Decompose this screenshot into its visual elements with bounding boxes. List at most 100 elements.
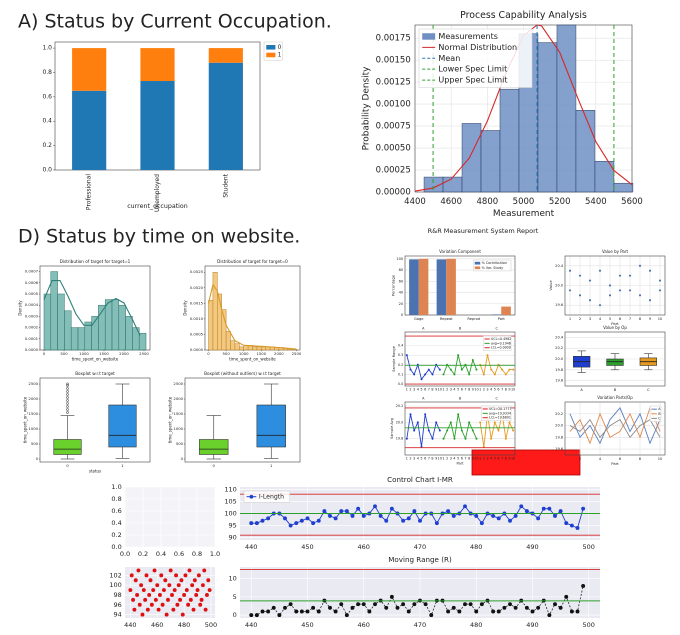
point <box>638 294 642 297</box>
histogram-bar <box>50 271 58 351</box>
x-axis-label: Part <box>456 462 464 466</box>
y-tick-label: 98 <box>113 591 121 599</box>
point <box>508 602 512 607</box>
x-tick-label: 3 <box>486 388 488 392</box>
x-axis-label: Measurement <box>493 209 555 219</box>
x-tick-label: 8 <box>505 457 507 461</box>
group-label: B <box>459 396 462 400</box>
point <box>171 607 176 612</box>
point <box>339 602 344 607</box>
point <box>598 269 602 272</box>
y-tick-label: 0.0 <box>42 167 52 174</box>
x-tick-label: 460 <box>358 621 370 629</box>
outlier <box>66 393 69 396</box>
x-tick-label: 500 <box>60 351 68 356</box>
point <box>283 605 287 610</box>
x-axis-label: time_spent_on_website <box>229 357 276 362</box>
histogram-bar <box>212 271 218 351</box>
y-tick-label: 0.8 <box>111 495 121 503</box>
bar-segment <box>72 48 107 91</box>
x-tick-label: 6 <box>461 457 463 461</box>
outlier <box>66 408 69 411</box>
point <box>254 521 259 526</box>
y-tick-label: 19.6 <box>555 447 564 451</box>
x-tick-label: 450 <box>301 543 313 551</box>
point <box>578 274 582 277</box>
point <box>322 509 327 514</box>
x-tick-label: A <box>580 388 583 392</box>
y-tick-label: 20.0 <box>555 357 564 361</box>
point <box>271 605 276 610</box>
point <box>564 594 569 599</box>
x-tick-label: 0.6 <box>174 550 184 558</box>
curve <box>207 283 297 350</box>
chart-title: Value by Part <box>602 249 628 254</box>
x-tick-label: Gage <box>414 317 424 321</box>
x-tick-label: 440 <box>245 621 257 629</box>
point <box>453 373 456 376</box>
point <box>373 602 377 607</box>
x-tick-label: 1 <box>442 388 444 392</box>
point <box>438 368 441 371</box>
plot-frame <box>184 377 301 463</box>
histogram-bar <box>537 42 558 193</box>
x-tick-label: 480 <box>178 621 190 629</box>
point <box>497 429 500 432</box>
point <box>446 429 449 432</box>
y-tick-label: 20.4 <box>555 264 564 268</box>
section-title: D) Status by time on website. <box>18 226 300 248</box>
point <box>460 429 463 432</box>
plot-frame <box>404 401 516 456</box>
y-tick-label: 0.3 <box>398 353 403 357</box>
y-tick-label: 2500 <box>28 381 38 386</box>
x-tick-label: 4 <box>417 457 419 461</box>
point <box>449 368 452 371</box>
x-tick-label: 6 <box>497 457 499 461</box>
y-tick-label: 20.2 <box>396 404 404 408</box>
point <box>569 523 574 528</box>
line <box>479 355 514 377</box>
x-axis-label: status <box>89 469 101 474</box>
point <box>155 583 160 588</box>
legend-label: 1 <box>278 52 282 58</box>
outlier <box>66 387 69 390</box>
point <box>513 605 518 610</box>
point <box>463 602 467 607</box>
y-tick-label: 1.0 <box>111 483 121 491</box>
y-tick-label: 0.0000 <box>190 347 204 352</box>
y-tick-label: 0.0015 <box>190 300 204 305</box>
chart-title: Control Chart I-MR <box>387 475 453 484</box>
point <box>288 523 293 528</box>
x-tick-label: 470 <box>414 543 426 551</box>
x-tick-label: 500 <box>222 351 230 356</box>
y-tick-label: 0.00000 <box>376 188 411 198</box>
x-tick-label: 7 <box>464 457 466 461</box>
y-tick-label: 19.8 <box>555 368 564 372</box>
x-tick-label: 1500 <box>256 351 266 356</box>
x-tick-label: 7 <box>501 457 503 461</box>
point <box>479 521 484 526</box>
point <box>468 421 471 424</box>
point <box>475 368 478 371</box>
point <box>413 373 416 376</box>
y-axis-label: time_spent_on_website <box>22 396 27 443</box>
x-tick-label: 1000 <box>239 351 249 356</box>
point <box>294 521 299 526</box>
y-tick-label: 500 <box>176 441 184 446</box>
point <box>260 518 265 523</box>
y-tick-label: 0.0007 <box>25 269 39 274</box>
outlier <box>66 396 69 399</box>
point <box>384 605 389 610</box>
x-tick-label: 5 <box>609 317 611 321</box>
point <box>547 506 552 511</box>
y-tick-label: 20.0 <box>396 420 404 424</box>
point <box>196 573 201 578</box>
histogram-bar <box>261 346 266 351</box>
point <box>474 609 479 614</box>
point <box>418 518 422 523</box>
point <box>207 588 212 592</box>
histogram-bar <box>64 310 72 351</box>
point <box>482 373 485 376</box>
legend-label: LCL=0.0000 <box>491 346 511 350</box>
point <box>471 429 474 432</box>
